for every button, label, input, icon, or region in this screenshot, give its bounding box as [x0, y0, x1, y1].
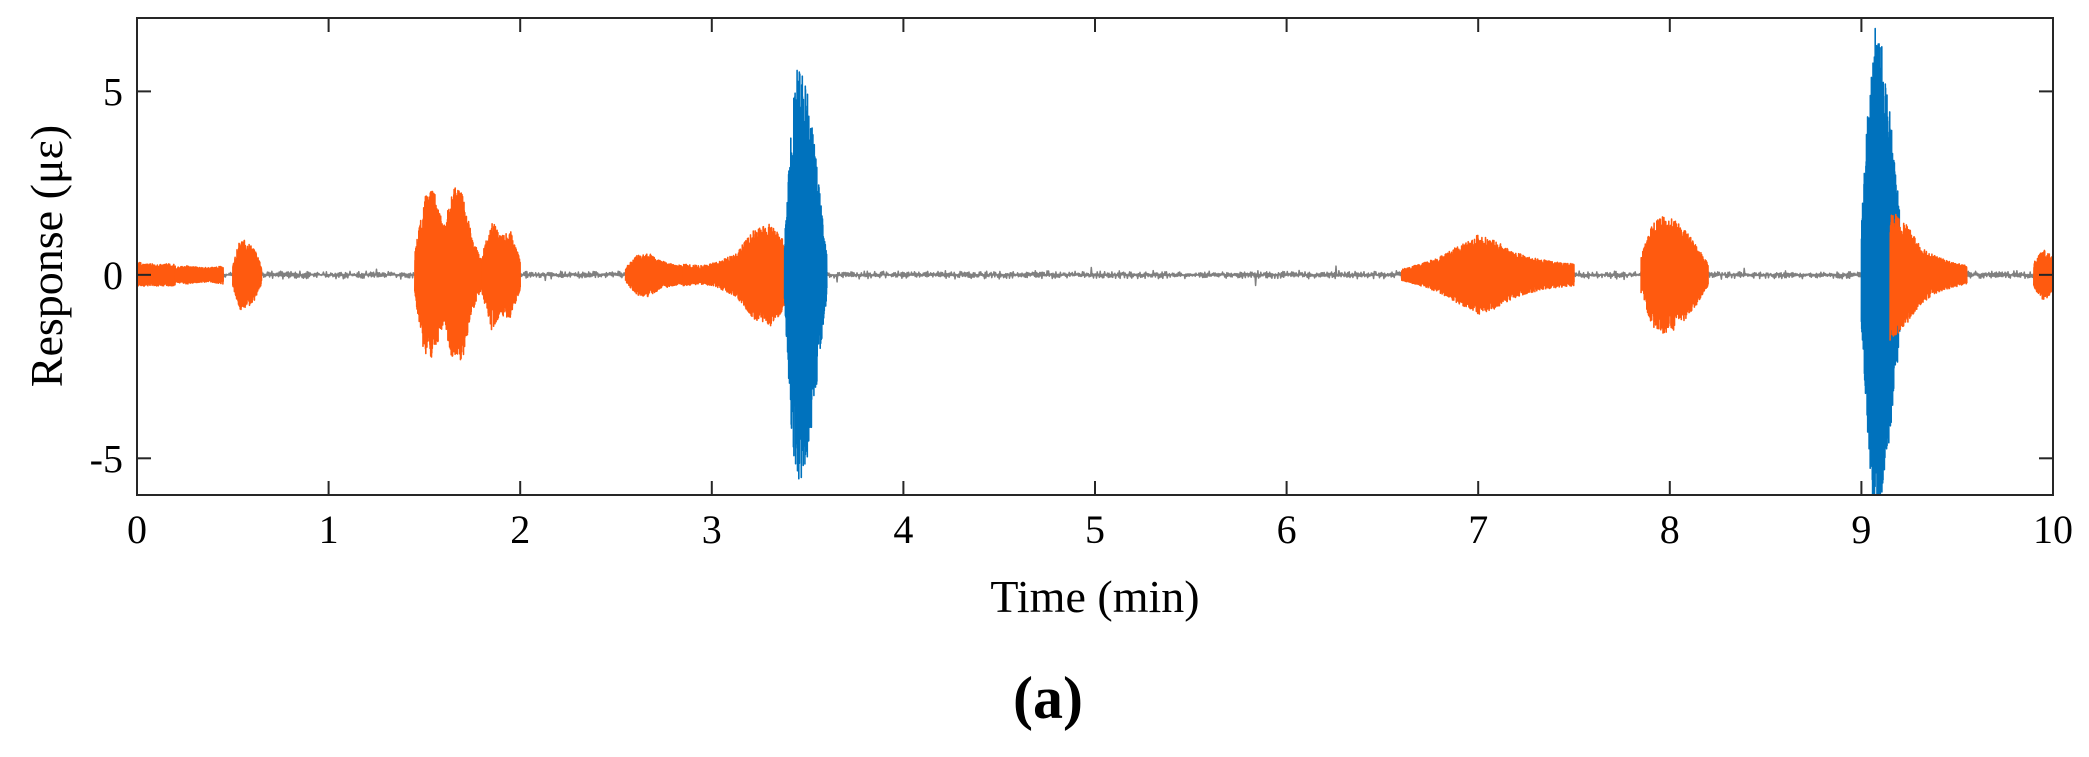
- event-series-13: [2033, 249, 2053, 300]
- x-tick-label: 4: [893, 507, 913, 552]
- y-tick-label: -5: [90, 436, 123, 481]
- signal-series-layer: [137, 27, 2053, 495]
- axis-ticks: 0 1 2 3 4 5 6 7 8 9 10-505: [90, 18, 2073, 552]
- x-tick-label: 8: [1660, 507, 1680, 552]
- x-tick-label: 10: [2033, 507, 2073, 552]
- event-series-2: [174, 265, 224, 285]
- event-series-10: [1640, 216, 1709, 334]
- event-series-8: [783, 69, 828, 480]
- y-axis-label: Response (με): [21, 125, 72, 387]
- x-tick-label: 1: [319, 507, 339, 552]
- event-series-9: [1400, 234, 1575, 315]
- y-tick-label: 0: [103, 253, 123, 298]
- event-series-7: [682, 223, 790, 327]
- event-series-12: [1889, 213, 1968, 341]
- event-series-6: [624, 253, 684, 298]
- event-series-4: [414, 187, 483, 361]
- y-tick-label: 5: [103, 69, 123, 114]
- x-axis-label: Time (min): [990, 571, 1199, 622]
- x-tick-label: 9: [1851, 507, 1871, 552]
- event-series-5: [481, 223, 521, 331]
- x-tick-label: 5: [1085, 507, 1105, 552]
- event-series-3: [232, 239, 263, 311]
- panel-label: (a): [1013, 665, 1083, 731]
- x-tick-label: 2: [510, 507, 530, 552]
- x-tick-label: 6: [1277, 507, 1297, 552]
- x-tick-label: 7: [1468, 507, 1488, 552]
- x-tick-label: 0: [127, 507, 147, 552]
- x-tick-label: 3: [702, 507, 722, 552]
- event-series-1: [137, 261, 177, 288]
